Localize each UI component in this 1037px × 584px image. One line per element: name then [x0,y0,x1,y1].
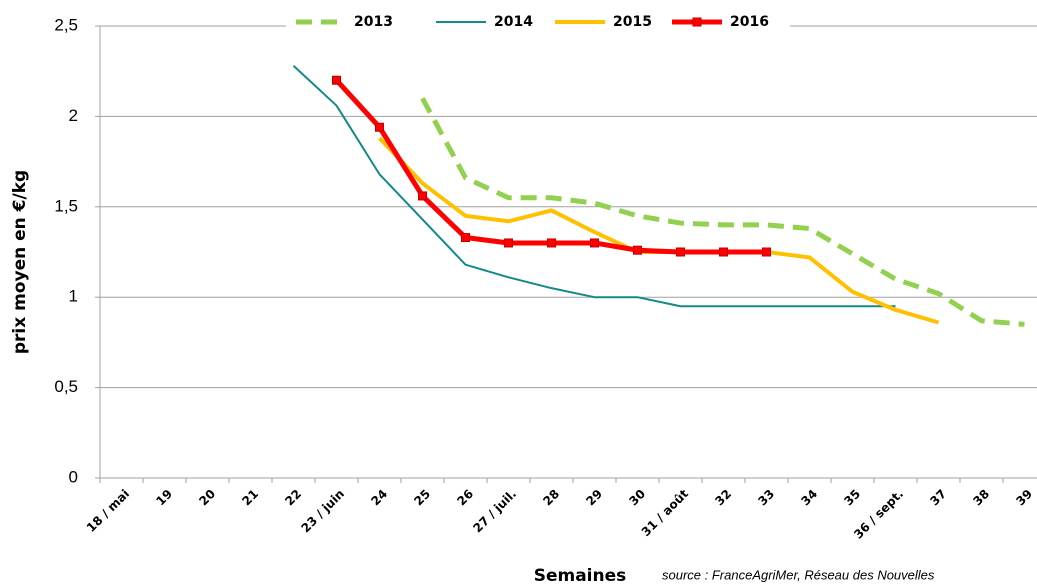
x-axis-title: Semaines [534,566,627,584]
y-tick-label: 0 [69,467,78,486]
point-marker [504,238,513,248]
series-line [292,65,896,308]
point-marker [762,247,771,257]
x-tick-label: 18 / mai [84,487,132,535]
x-tick-label: 37 [927,487,949,509]
x-tick-label: 23 / juin [298,487,347,536]
legend-marker [692,17,702,27]
y-tick-label: 2,5 [54,15,78,34]
point-marker [418,191,427,201]
x-tick-label: 38 [970,487,992,509]
x-tick-label: 22 [282,487,304,509]
source-note: source : FranceAgriMer, Réseau des Nouve… [662,567,935,582]
x-tick-label: 28 [540,487,562,509]
x-tick-label: 34 [798,487,820,509]
x-tick-label: 20 [196,487,218,509]
x-tick-label: 27 / juil. [470,487,519,536]
y-tick-label: 1 [69,287,78,306]
legend-label: 2015 [613,14,652,30]
legend-label: 2016 [730,14,769,30]
x-tick-label: 25 [411,487,433,509]
point-marker [676,247,685,257]
point-marker [633,245,642,255]
legend-label: 2013 [354,14,393,30]
point-marker [590,238,599,248]
x-tick-label: 21 [239,487,261,509]
x-tick-label: 29 [583,487,605,509]
x-tick-label: 39 [1013,487,1035,509]
x-tick-label: 26 [454,487,476,509]
y-tick-label: 1,5 [54,196,78,215]
x-tick-label: 24 [368,487,390,509]
point-marker [375,122,384,132]
x-tick-label: 33 [755,487,777,509]
point-marker [547,238,556,248]
point-marker [461,233,470,243]
x-tick-label: 30 [626,487,648,509]
x-tick-label: 35 [841,487,863,509]
series-line [420,97,1025,327]
x-tick-label: 32 [712,487,734,509]
x-tick-label: 19 [153,487,175,509]
legend-label: 2014 [494,14,533,30]
series-line [378,136,940,325]
point-marker [719,247,728,257]
y-tick-label: 2 [69,106,78,125]
y-axis-title: prix moyen en €/kg [10,170,30,354]
point-marker [332,75,341,85]
y-tick-label: 0,5 [54,377,78,396]
x-tick-label: 31 / août [639,487,692,540]
